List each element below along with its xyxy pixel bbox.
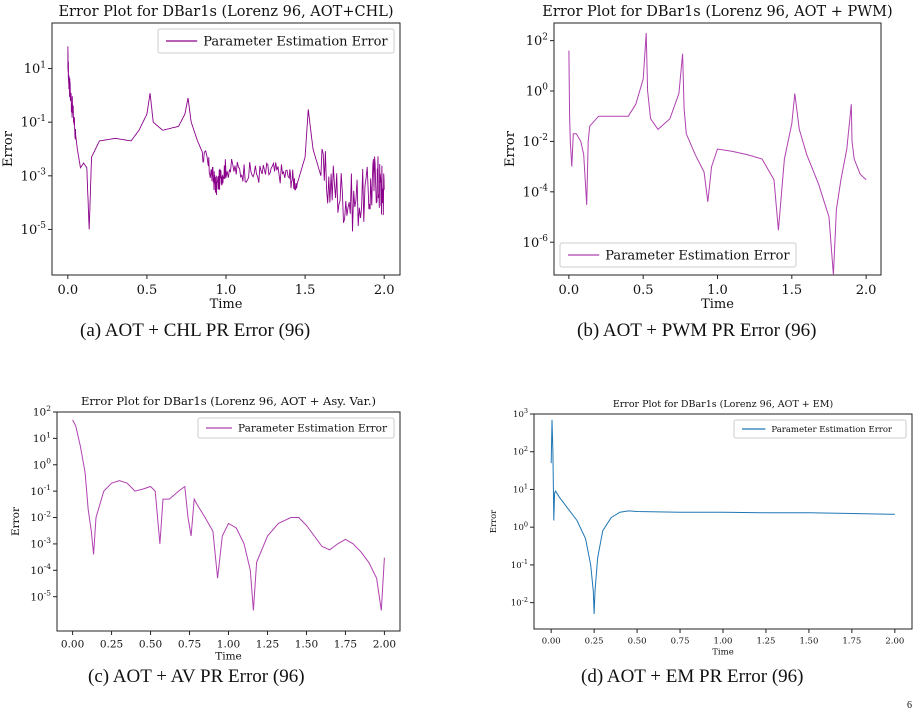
y-tick-label: 10-3 bbox=[30, 536, 51, 551]
x-tick-label: 1.75 bbox=[334, 639, 357, 651]
chart-title: Error Plot for DBar1s (Lorenz 96, AOT+CH… bbox=[58, 4, 393, 20]
x-tick-label: 1.5 bbox=[781, 283, 802, 298]
legend-box bbox=[559, 242, 797, 268]
y-tick-label: 10-1 bbox=[30, 483, 51, 498]
chart-c: Error Plot for DBar1s (Lorenz 96, AOT + … bbox=[0, 360, 459, 700]
x-tick-label: 0.50 bbox=[139, 639, 162, 651]
legend-label: Parameter Estimation Error bbox=[771, 425, 893, 435]
x-axis-label: Time bbox=[215, 651, 242, 663]
x-tick-label: 1.0 bbox=[707, 283, 728, 298]
x-tick-label: 0.25 bbox=[585, 637, 604, 647]
y-tick-label: 100 bbox=[526, 83, 549, 100]
y-tick-label: 10-2 bbox=[523, 133, 548, 150]
y-tick-label: 10-2 bbox=[511, 596, 528, 609]
legend-label: Parameter Estimation Error bbox=[203, 35, 388, 50]
chart-a-caption: (a) AOT + CHL PR Error (96) bbox=[80, 320, 311, 341]
chart-a: Error Plot for DBar1s (Lorenz 96, AOT+CH… bbox=[0, 0, 459, 360]
y-tick-label: 102 bbox=[33, 404, 51, 419]
x-tick-label: 1.25 bbox=[256, 639, 279, 651]
x-tick-label: 1.50 bbox=[799, 637, 818, 647]
x-tick-label: 1.00 bbox=[714, 637, 733, 647]
x-tick-label: 0.0 bbox=[57, 283, 78, 298]
chart-b: Error Plot for DBar1s (Lorenz 96, AOT + … bbox=[459, 0, 918, 360]
y-tick-label: 10-2 bbox=[30, 509, 51, 524]
x-tick-label: 2.0 bbox=[374, 283, 395, 298]
y-tick-label: 10-1 bbox=[511, 558, 528, 571]
plot-frame bbox=[56, 411, 401, 632]
x-tick-label: 0.25 bbox=[100, 639, 123, 651]
page-number: 6 bbox=[907, 700, 912, 711]
y-tick-label: 10-5 bbox=[30, 589, 51, 604]
x-tick-label: 0.50 bbox=[628, 637, 647, 647]
x-tick-label: 1.25 bbox=[756, 637, 775, 647]
chart-title: Error Plot for DBar1s (Lorenz 96, AOT + … bbox=[613, 399, 833, 410]
x-tick-label: 2.00 bbox=[373, 639, 396, 651]
y-tick-label: 10-5 bbox=[21, 221, 47, 238]
x-tick-label: 0.5 bbox=[137, 283, 158, 298]
y-tick-label: 102 bbox=[513, 445, 528, 458]
chart-c-svg: Error Plot for DBar1s (Lorenz 96, AOT + … bbox=[10, 394, 401, 663]
x-axis-label: Time bbox=[701, 297, 734, 312]
chart-title: Error Plot for DBar1s (Lorenz 96, AOT + … bbox=[542, 4, 892, 20]
y-tick-label: 101 bbox=[24, 60, 46, 77]
series-line bbox=[72, 419, 385, 611]
legend-box bbox=[733, 419, 907, 439]
y-axis-label: Error bbox=[10, 506, 22, 536]
x-axis-label: Time bbox=[712, 648, 733, 658]
chart-title: Error Plot for DBar1s (Lorenz 96, AOT + … bbox=[81, 394, 376, 408]
x-tick-label: 0.5 bbox=[633, 283, 654, 298]
y-axis-label: Error bbox=[489, 509, 499, 533]
y-tick-label: 10-3 bbox=[21, 168, 47, 185]
chart-b-caption: (b) AOT + PWM PR Error (96) bbox=[577, 320, 817, 341]
legend-box bbox=[197, 417, 395, 439]
y-tick-label: 10-1 bbox=[21, 114, 46, 131]
x-tick-label: 0.00 bbox=[61, 639, 84, 651]
x-tick-label: 0.0 bbox=[559, 283, 580, 298]
plot-frame bbox=[533, 413, 913, 630]
chart-d-caption: (d) AOT + EM PR Error (96) bbox=[581, 666, 804, 687]
plot-frame bbox=[51, 22, 401, 276]
x-tick-label: 0.00 bbox=[542, 637, 561, 647]
series-line bbox=[67, 46, 385, 232]
y-tick-label: 101 bbox=[33, 430, 51, 445]
x-tick-label: 1.50 bbox=[295, 639, 318, 651]
y-tick-label: 10-4 bbox=[523, 184, 549, 201]
x-tick-label: 2.0 bbox=[856, 283, 877, 298]
y-tick-label: 101 bbox=[513, 483, 528, 496]
x-tick-label: 0.75 bbox=[178, 639, 201, 651]
chart-b-svg: Error Plot for DBar1s (Lorenz 96, AOT + … bbox=[503, 4, 893, 312]
y-tick-label: 102 bbox=[526, 32, 548, 49]
x-tick-label: 2.00 bbox=[885, 637, 904, 647]
y-tick-label: 10-4 bbox=[30, 562, 51, 577]
y-axis-label: Error bbox=[1, 130, 16, 167]
chart-d-svg: Error Plot for DBar1s (Lorenz 96, AOT + … bbox=[489, 399, 913, 658]
x-tick-label: 1.00 bbox=[217, 639, 240, 651]
series-line bbox=[568, 32, 867, 275]
y-tick-label: 100 bbox=[513, 520, 528, 533]
y-tick-label: 10-6 bbox=[523, 234, 549, 251]
chart-d: Error Plot for DBar1s (Lorenz 96, AOT + … bbox=[459, 360, 918, 700]
x-tick-label: 0.75 bbox=[671, 637, 690, 647]
chart-c-caption: (c) AOT + AV PR Error (96) bbox=[88, 666, 305, 687]
x-axis-label: Time bbox=[210, 297, 243, 312]
legend-label: Parameter Estimation Error bbox=[238, 423, 388, 435]
y-axis-label: Error bbox=[503, 130, 518, 167]
legend-label: Parameter Estimation Error bbox=[605, 249, 790, 264]
x-tick-label: 1.5 bbox=[295, 283, 316, 298]
x-tick-label: 1.75 bbox=[842, 637, 861, 647]
legend-box bbox=[157, 28, 395, 54]
y-tick-label: 100 bbox=[33, 457, 51, 472]
y-tick-label: 103 bbox=[513, 407, 528, 420]
chart-a-svg: Error Plot for DBar1s (Lorenz 96, AOT+CH… bbox=[1, 4, 401, 312]
x-tick-label: 1.0 bbox=[216, 283, 237, 298]
series-line bbox=[550, 419, 895, 615]
